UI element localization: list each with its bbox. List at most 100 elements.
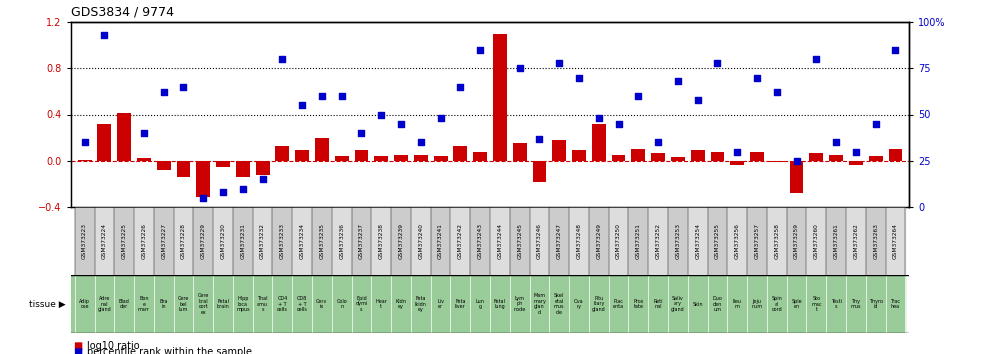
Point [274, 56, 290, 62]
Text: ■: ■ [73, 348, 82, 354]
Text: GSM373264: GSM373264 [893, 223, 897, 259]
Bar [75, 207, 94, 275]
Text: GSM373232: GSM373232 [260, 223, 265, 259]
Point [136, 130, 151, 136]
Text: GSM373235: GSM373235 [319, 223, 324, 259]
Bar [589, 207, 608, 275]
Text: GSM373238: GSM373238 [378, 223, 383, 259]
Point [334, 93, 350, 99]
Point [571, 75, 587, 80]
Bar [592, 124, 606, 161]
Text: Mam
mary
glan
d: Mam mary glan d [533, 293, 546, 315]
Bar [869, 156, 883, 161]
Text: Feta
liver: Feta liver [455, 299, 466, 309]
Text: Epid
dymi
s: Epid dymi s [356, 296, 368, 312]
Bar [372, 207, 391, 275]
Text: Skin: Skin [692, 302, 703, 307]
Text: Kidn
ey: Kidn ey [395, 299, 407, 309]
Bar [830, 155, 843, 161]
Bar [352, 207, 372, 275]
Point [176, 84, 192, 90]
Bar [177, 161, 191, 177]
Text: GSM373223: GSM373223 [83, 223, 87, 259]
Bar [770, 161, 783, 162]
Text: GSM373237: GSM373237 [359, 223, 364, 259]
Point [433, 115, 448, 121]
Text: GSM373242: GSM373242 [458, 223, 463, 259]
Bar [708, 207, 727, 275]
Text: GSM373229: GSM373229 [201, 223, 205, 259]
Bar [889, 149, 902, 161]
Bar [94, 207, 114, 275]
Text: GSM373259: GSM373259 [794, 223, 799, 259]
Point [314, 93, 329, 99]
Text: GSM373257: GSM373257 [755, 223, 760, 259]
Bar [236, 161, 250, 177]
Text: Hear
t: Hear t [376, 299, 387, 309]
Bar [332, 207, 352, 275]
Bar [414, 155, 428, 161]
Bar [846, 207, 866, 275]
Text: Cerv
ix: Cerv ix [317, 299, 327, 309]
Text: GDS3834 / 9774: GDS3834 / 9774 [71, 5, 174, 18]
Point [255, 176, 270, 182]
Bar [491, 207, 510, 275]
Bar [730, 161, 744, 165]
Text: GSM373263: GSM373263 [873, 223, 878, 259]
Text: GSM373228: GSM373228 [181, 223, 186, 259]
Bar [375, 156, 388, 161]
Text: Ova
ry: Ova ry [574, 299, 584, 309]
Text: Saliv
ary
gland: Saliv ary gland [671, 296, 685, 312]
Text: GSM373249: GSM373249 [597, 223, 602, 259]
Bar [197, 161, 210, 196]
Point [710, 60, 725, 65]
Bar [216, 161, 230, 166]
Point [354, 130, 370, 136]
Bar [691, 150, 705, 161]
Bar [747, 207, 767, 275]
Text: Jeju
num: Jeju num [751, 299, 763, 309]
Bar [750, 152, 764, 161]
Text: Sple
en: Sple en [791, 299, 802, 309]
Text: Thal
amu
s: Thal amu s [258, 296, 268, 312]
Text: GSM373233: GSM373233 [280, 223, 285, 259]
Text: GSM373254: GSM373254 [695, 223, 700, 259]
Text: Thy
mus: Thy mus [850, 299, 861, 309]
Text: GSM373250: GSM373250 [616, 223, 621, 259]
Point [808, 56, 824, 62]
Bar [174, 207, 194, 275]
Text: Spin
al
cord: Spin al cord [772, 296, 782, 312]
Bar [789, 161, 803, 193]
Bar [513, 143, 527, 161]
Text: Lun
g: Lun g [476, 299, 485, 309]
Bar [213, 207, 233, 275]
Point [630, 93, 646, 99]
Text: GSM373261: GSM373261 [834, 223, 838, 259]
Text: CD8
+ T
cells: CD8 + T cells [297, 296, 308, 312]
Bar [275, 146, 289, 161]
Bar [117, 113, 131, 161]
Text: Fetal
lung: Fetal lung [494, 299, 506, 309]
Bar [809, 153, 823, 161]
Bar [295, 150, 309, 161]
Bar [533, 161, 547, 182]
Text: GSM373262: GSM373262 [853, 223, 858, 259]
Bar [394, 155, 408, 161]
Text: GSM373226: GSM373226 [142, 223, 146, 259]
Point [77, 139, 92, 145]
Text: Pitu
itary
gland: Pitu itary gland [592, 296, 606, 312]
Point [294, 102, 310, 108]
Bar [431, 207, 450, 275]
Bar [688, 207, 708, 275]
Text: Skel
etal
mus
cle: Skel etal mus cle [554, 293, 564, 315]
Text: Plac
enta: Plac enta [613, 299, 624, 309]
Bar [233, 207, 253, 275]
Text: GSM373244: GSM373244 [497, 223, 502, 259]
Text: GSM373260: GSM373260 [814, 223, 819, 259]
Text: Adip
ose: Adip ose [80, 299, 90, 309]
Text: GSM373241: GSM373241 [438, 223, 443, 259]
Point [215, 189, 231, 195]
Point [393, 121, 409, 127]
Point [749, 75, 765, 80]
Text: Blad
der: Blad der [119, 299, 130, 309]
